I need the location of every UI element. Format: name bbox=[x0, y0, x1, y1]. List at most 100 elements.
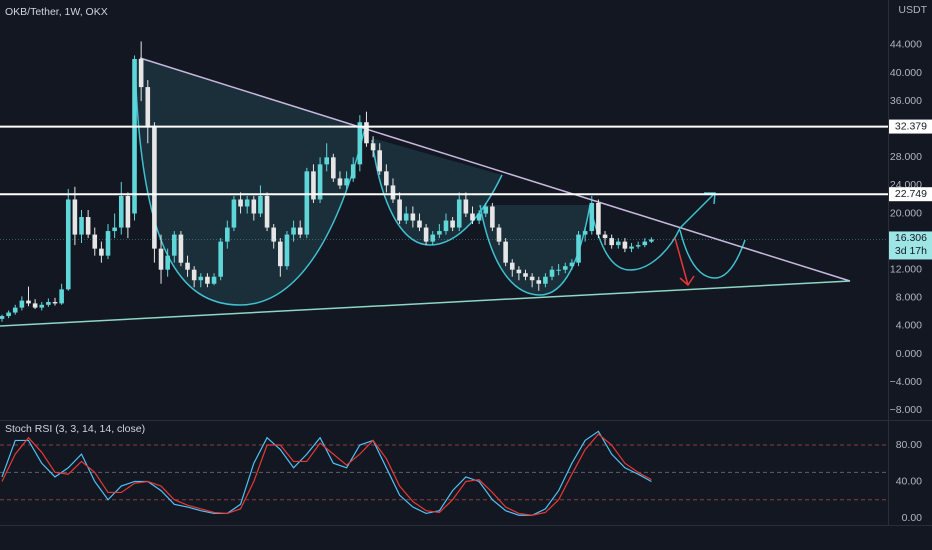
candle-body bbox=[99, 248, 104, 256]
candle-body bbox=[284, 234, 290, 267]
candle-body bbox=[251, 199, 257, 214]
candle-body bbox=[291, 227, 296, 235]
down-arrow bbox=[674, 237, 695, 287]
candle-body bbox=[19, 300, 25, 308]
candle-body bbox=[589, 202, 595, 232]
candle-body bbox=[198, 276, 204, 281]
y-tick-label: 8.000 bbox=[896, 292, 922, 304]
level-label: 22.749 bbox=[895, 188, 927, 200]
candle-body bbox=[642, 241, 648, 246]
candle-body bbox=[417, 220, 422, 228]
last-price-label: 16.306 bbox=[895, 232, 927, 244]
candle-body bbox=[543, 276, 548, 284]
y-tick-label: 0.000 bbox=[896, 348, 922, 360]
indicator-line bbox=[1, 430, 652, 516]
candle-body bbox=[569, 262, 575, 267]
labels: OKB/Tether, 1W, OKX USDT Stoch RSI (3, 3… bbox=[5, 4, 932, 524]
candle-body bbox=[132, 58, 137, 214]
candle-body bbox=[350, 164, 356, 179]
candle-body bbox=[171, 234, 177, 256]
candle-body bbox=[483, 206, 489, 214]
indicator-title: Stoch RSI (3, 3, 14, 14, close) bbox=[5, 423, 145, 435]
candle-body bbox=[178, 234, 184, 263]
candle-body bbox=[304, 171, 310, 235]
candle-body bbox=[437, 231, 442, 235]
up-arrow bbox=[679, 192, 716, 229]
candle-body bbox=[622, 241, 628, 249]
candle-body bbox=[562, 266, 568, 270]
candle-body bbox=[59, 289, 64, 304]
candle-body bbox=[476, 213, 482, 221]
y-tick-label: 28.000 bbox=[890, 151, 922, 163]
candle-body bbox=[576, 234, 581, 263]
y-tick-label: 4.000 bbox=[896, 320, 922, 332]
candle-body bbox=[297, 227, 303, 235]
candle-body bbox=[92, 234, 98, 249]
level-label-box bbox=[889, 119, 932, 134]
cup-fill bbox=[135, 58, 365, 305]
candle-body bbox=[311, 171, 316, 200]
candle-body bbox=[65, 199, 71, 290]
candle-body bbox=[205, 276, 210, 284]
candle-body bbox=[264, 195, 270, 228]
candle-body bbox=[470, 213, 475, 221]
candle-body bbox=[596, 202, 601, 235]
candle-body bbox=[430, 234, 436, 242]
candle-body bbox=[463, 199, 469, 214]
cup bbox=[589, 204, 681, 271]
candle-body bbox=[158, 248, 164, 270]
candle-body bbox=[271, 227, 276, 242]
candle-body bbox=[218, 241, 223, 277]
candle-body bbox=[118, 195, 124, 228]
candle-body bbox=[211, 276, 217, 284]
candle-body bbox=[503, 241, 508, 263]
candle-body bbox=[403, 213, 409, 221]
candle-body bbox=[12, 307, 18, 313]
candle-body bbox=[0, 316, 5, 319]
candle-body bbox=[138, 58, 144, 88]
candle-body bbox=[278, 241, 283, 267]
candle-body bbox=[456, 199, 462, 228]
candle-body bbox=[225, 227, 230, 242]
candle-body bbox=[52, 302, 58, 304]
y-tick-label: −8.000 bbox=[890, 404, 923, 416]
y-tick-label: 36.000 bbox=[890, 95, 922, 107]
candle-body bbox=[324, 157, 330, 165]
candle-body bbox=[649, 239, 654, 242]
candle-body bbox=[231, 199, 237, 228]
candle-body bbox=[331, 157, 336, 179]
candle-body bbox=[6, 312, 11, 317]
candle-body bbox=[39, 304, 45, 308]
y-tick-label: 44.000 bbox=[890, 39, 922, 51]
y-tick-label: 20.000 bbox=[890, 207, 922, 219]
y-tick-label: 40.000 bbox=[890, 67, 922, 79]
upper-trendline bbox=[139, 57, 851, 282]
candle-body bbox=[152, 125, 157, 249]
cup-fill bbox=[480, 205, 590, 295]
candle-body bbox=[26, 300, 31, 304]
candle-body bbox=[602, 234, 608, 239]
candle-body bbox=[496, 227, 502, 242]
candle-body bbox=[145, 87, 151, 126]
y-tick-label: 12.000 bbox=[890, 263, 922, 275]
candle-body bbox=[79, 217, 84, 235]
candle-body bbox=[105, 231, 111, 256]
chart-title: OKB/Tether, 1W, OKX bbox=[5, 6, 108, 18]
candle-body bbox=[317, 164, 323, 200]
candle-body bbox=[85, 217, 91, 235]
candle-body bbox=[46, 302, 51, 305]
candle-body bbox=[191, 269, 197, 281]
y-tick-label: 0.00 bbox=[902, 512, 923, 524]
candle-body bbox=[370, 143, 376, 151]
candle-body bbox=[529, 276, 535, 281]
candle-body bbox=[615, 241, 621, 246]
level-label-box bbox=[889, 187, 932, 202]
candle-body bbox=[536, 280, 542, 284]
y-tick-label: −4.000 bbox=[890, 376, 923, 388]
countdown: 3d 17h bbox=[895, 245, 927, 257]
candle-body bbox=[397, 199, 402, 221]
y-tick-label: 40.00 bbox=[896, 475, 922, 487]
candle-body bbox=[337, 178, 343, 186]
